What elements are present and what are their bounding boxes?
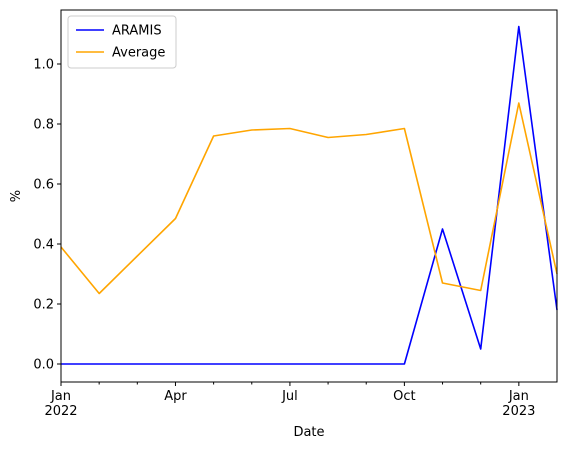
legend: ARAMIS Average [67,15,177,69]
series-layer [60,25,558,365]
y-tick-label: 0.8 [33,118,54,133]
x-tick-year-label: 2022 [44,404,77,419]
plot-frame [60,9,558,383]
y-axis: 0.0 0.2 0.4 0.6 0.8 1.0 [33,58,61,373]
x-axis-label: Date [293,425,324,440]
y-axis-label: % [9,190,24,202]
y-tick-label: 0.4 [33,238,54,253]
x-tick-label: Jan [508,389,529,404]
series-line-average [60,102,558,295]
legend-box [67,15,177,69]
x-tick-year-label: 2023 [502,404,535,419]
x-tick-label: Jan [50,389,71,404]
y-tick-label: 1.0 [33,58,54,73]
legend-label-average: Average [112,46,165,61]
y-tick-label: 0.2 [33,298,54,313]
x-tick-label: Apr [164,389,187,404]
x-tick-label: Oct [393,389,415,404]
legend-label-aramis: ARAMIS [112,24,162,39]
x-tick-label: Jul [281,389,298,404]
y-tick-label: 0.6 [33,178,54,193]
series-line-aramis [61,25,558,365]
y-tick-label: 0.0 [33,358,54,373]
